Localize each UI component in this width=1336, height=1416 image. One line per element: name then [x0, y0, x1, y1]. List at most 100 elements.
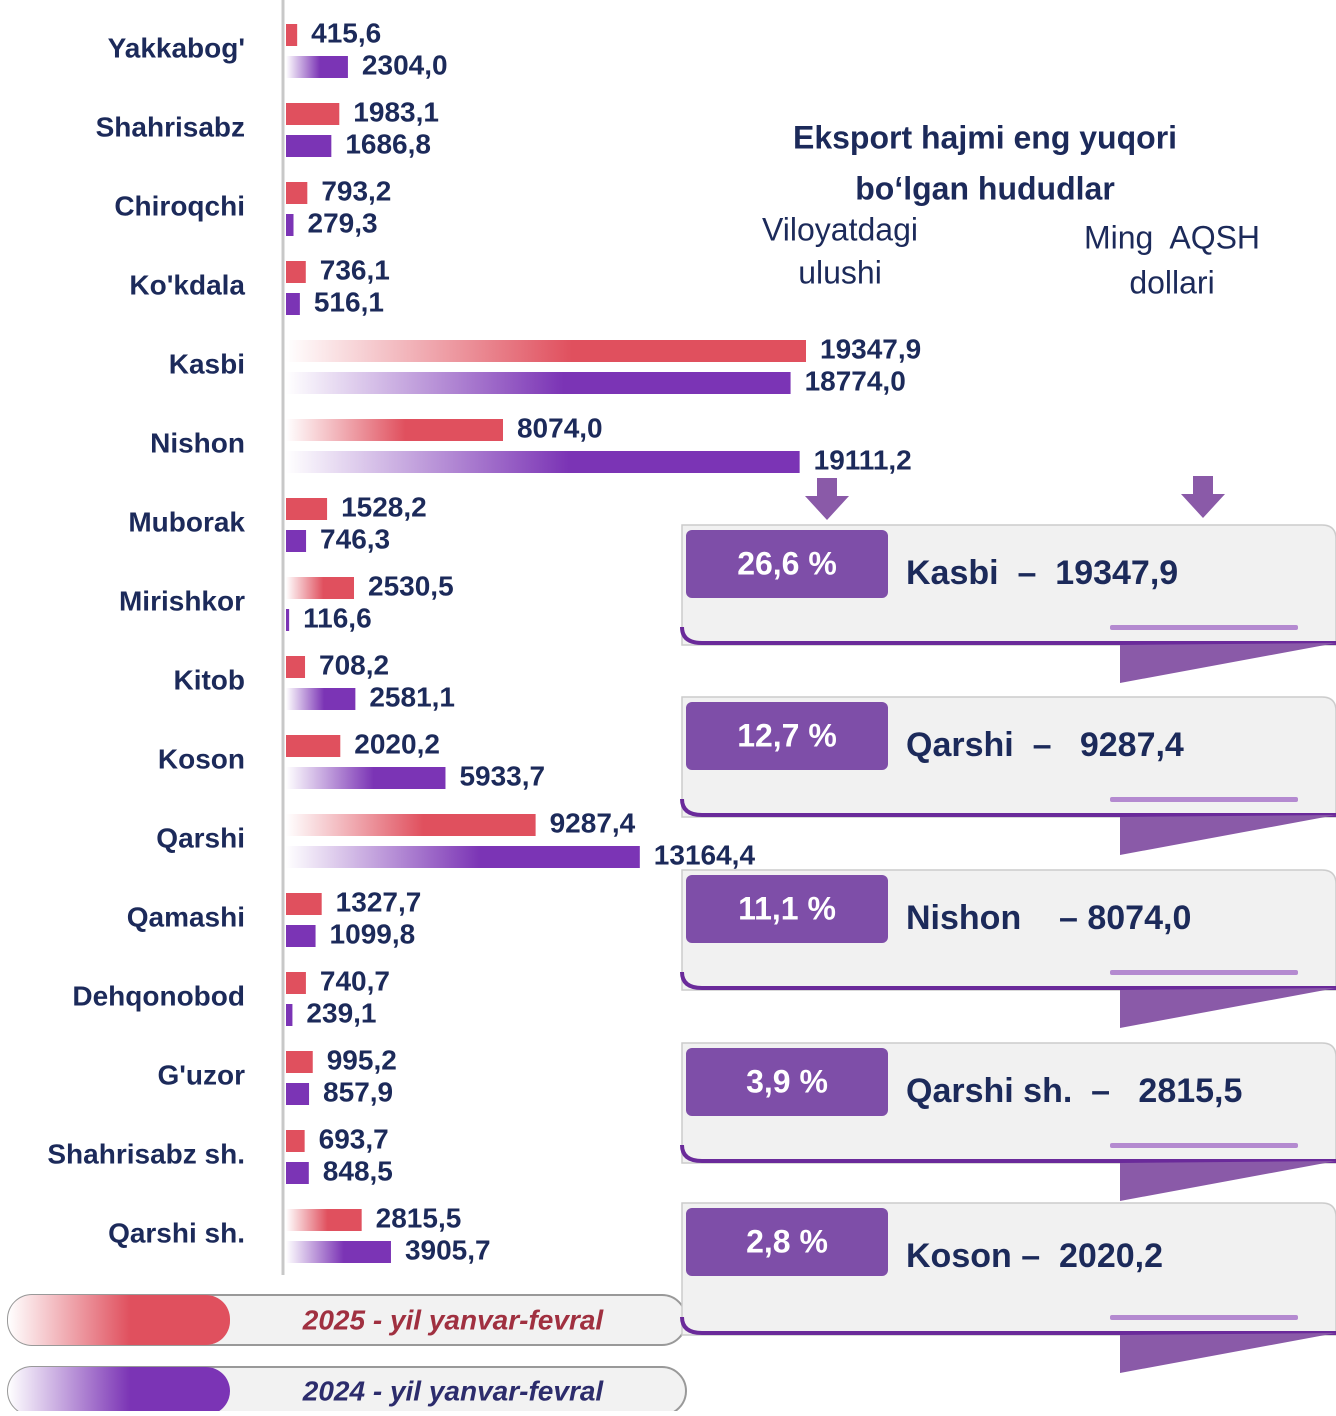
share-badge [686, 875, 888, 943]
share-label: 26,6 % [737, 545, 837, 581]
arrow [1181, 476, 1225, 518]
card-tail [1120, 643, 1336, 683]
card-underline [680, 971, 1336, 990]
value-label: 1327,7 [336, 886, 422, 917]
share-badge [686, 702, 888, 770]
card-tail [1120, 1333, 1336, 1373]
value-label: 19111,2 [814, 444, 912, 475]
arrow [805, 478, 849, 520]
highlight-label: Kasbi – 19347,9 [906, 554, 1178, 592]
value-label: 5933,7 [459, 760, 545, 791]
value-header: Ming AQSH [1084, 219, 1260, 255]
bar [286, 214, 294, 236]
bar [286, 1162, 309, 1184]
share-label: 3,9 % [746, 1063, 828, 1099]
value-label: 1099,8 [330, 918, 416, 949]
bar [286, 498, 328, 520]
highlight-label: Koson – 2020,2 [906, 1237, 1163, 1275]
value-label: 693,7 [319, 1123, 389, 1154]
value-label: 279,3 [308, 207, 378, 238]
bar [286, 735, 341, 757]
highlight-label: Qarshi – 9287,4 [906, 726, 1184, 764]
value-label: 740,7 [320, 965, 390, 996]
category-label: Kasbi [169, 348, 245, 379]
legend-label: 2024 - yil yanvar-fevral [302, 1375, 605, 1406]
bar [286, 372, 791, 394]
value-label: 516,1 [314, 286, 384, 317]
value-label: 2304,0 [362, 49, 448, 80]
highlight-label: Nishon – 8074,0 [906, 899, 1191, 937]
highlight-label: Qarshi sh. – 2815,5 [906, 1072, 1242, 1110]
bar [286, 1209, 362, 1231]
bar [286, 293, 300, 315]
value-label: 857,9 [323, 1076, 393, 1107]
category-label: Qarshi sh. [108, 1217, 245, 1248]
value-label: 2815,5 [376, 1202, 462, 1233]
card-line [1110, 1315, 1298, 1320]
category-label: Yakkabog' [108, 32, 245, 63]
value-label: 9287,4 [550, 807, 636, 838]
card-underline [680, 1144, 1336, 1163]
bar [286, 656, 306, 678]
share-label: 12,7 % [737, 717, 837, 753]
bar [286, 1004, 293, 1026]
bar [286, 182, 308, 204]
category-label: Qarshi [156, 822, 245, 853]
card-underline [680, 1316, 1336, 1335]
category-label: Shahrisabz sh. [47, 1138, 245, 1169]
value-label: 8074,0 [517, 412, 603, 443]
category-label: Kitob [173, 664, 245, 695]
legend-label: 2025 - yil yanvar-fevral [302, 1304, 605, 1335]
category-label: Shahrisabz [96, 111, 245, 142]
value-label: 1983,1 [353, 96, 439, 127]
value-label: 2581,1 [369, 681, 455, 712]
value-label: 736,1 [320, 254, 390, 285]
card-tail [1120, 988, 1336, 1028]
category-label: Mirishkor [119, 585, 245, 616]
category-label: Ko'kdala [129, 269, 245, 300]
value-label: 1528,2 [341, 491, 427, 522]
bar [286, 925, 316, 947]
card-line [1110, 1143, 1298, 1148]
chart-title: Eksport hajmi eng yuqori [793, 119, 1177, 155]
card-tail [1120, 1161, 1336, 1201]
card-line [1110, 797, 1298, 802]
bar [286, 1083, 310, 1105]
value-label: 13164,4 [654, 839, 756, 870]
value-label: 848,5 [323, 1155, 393, 1186]
bar [286, 1051, 313, 1073]
share-badge [686, 530, 888, 598]
share-label: 11,1 % [738, 890, 836, 926]
legend-swatch [8, 1295, 230, 1345]
value-label: 708,2 [319, 649, 389, 680]
category-label: Koson [158, 743, 245, 774]
bar [286, 577, 355, 599]
bar [286, 530, 307, 552]
share-header: Viloyatdagi [762, 211, 918, 247]
value-label: 793,2 [321, 175, 391, 206]
card-tail [1120, 815, 1336, 855]
bar [286, 451, 800, 473]
bar [286, 419, 503, 441]
bar [286, 814, 536, 836]
card-line [1110, 970, 1298, 975]
chart-title: bo‘lgan hududlar [855, 170, 1115, 206]
category-label: Dehqonobod [72, 980, 245, 1011]
value-label: 2020,2 [354, 728, 440, 759]
bar [286, 135, 332, 157]
share-label: 2,8 % [746, 1223, 828, 1259]
bar [286, 261, 306, 283]
category-label: G'uzor [157, 1059, 245, 1090]
value-label: 2530,5 [368, 570, 454, 601]
bar [286, 688, 356, 710]
share-badge [686, 1208, 888, 1276]
bar [286, 846, 640, 868]
value-label: 116,6 [303, 602, 372, 633]
value-label: 239,1 [306, 997, 376, 1028]
bar [286, 56, 348, 78]
card-underline [680, 626, 1336, 645]
value-label: 746,3 [320, 523, 390, 554]
card-line [1110, 625, 1298, 630]
share-badge [686, 1048, 888, 1116]
